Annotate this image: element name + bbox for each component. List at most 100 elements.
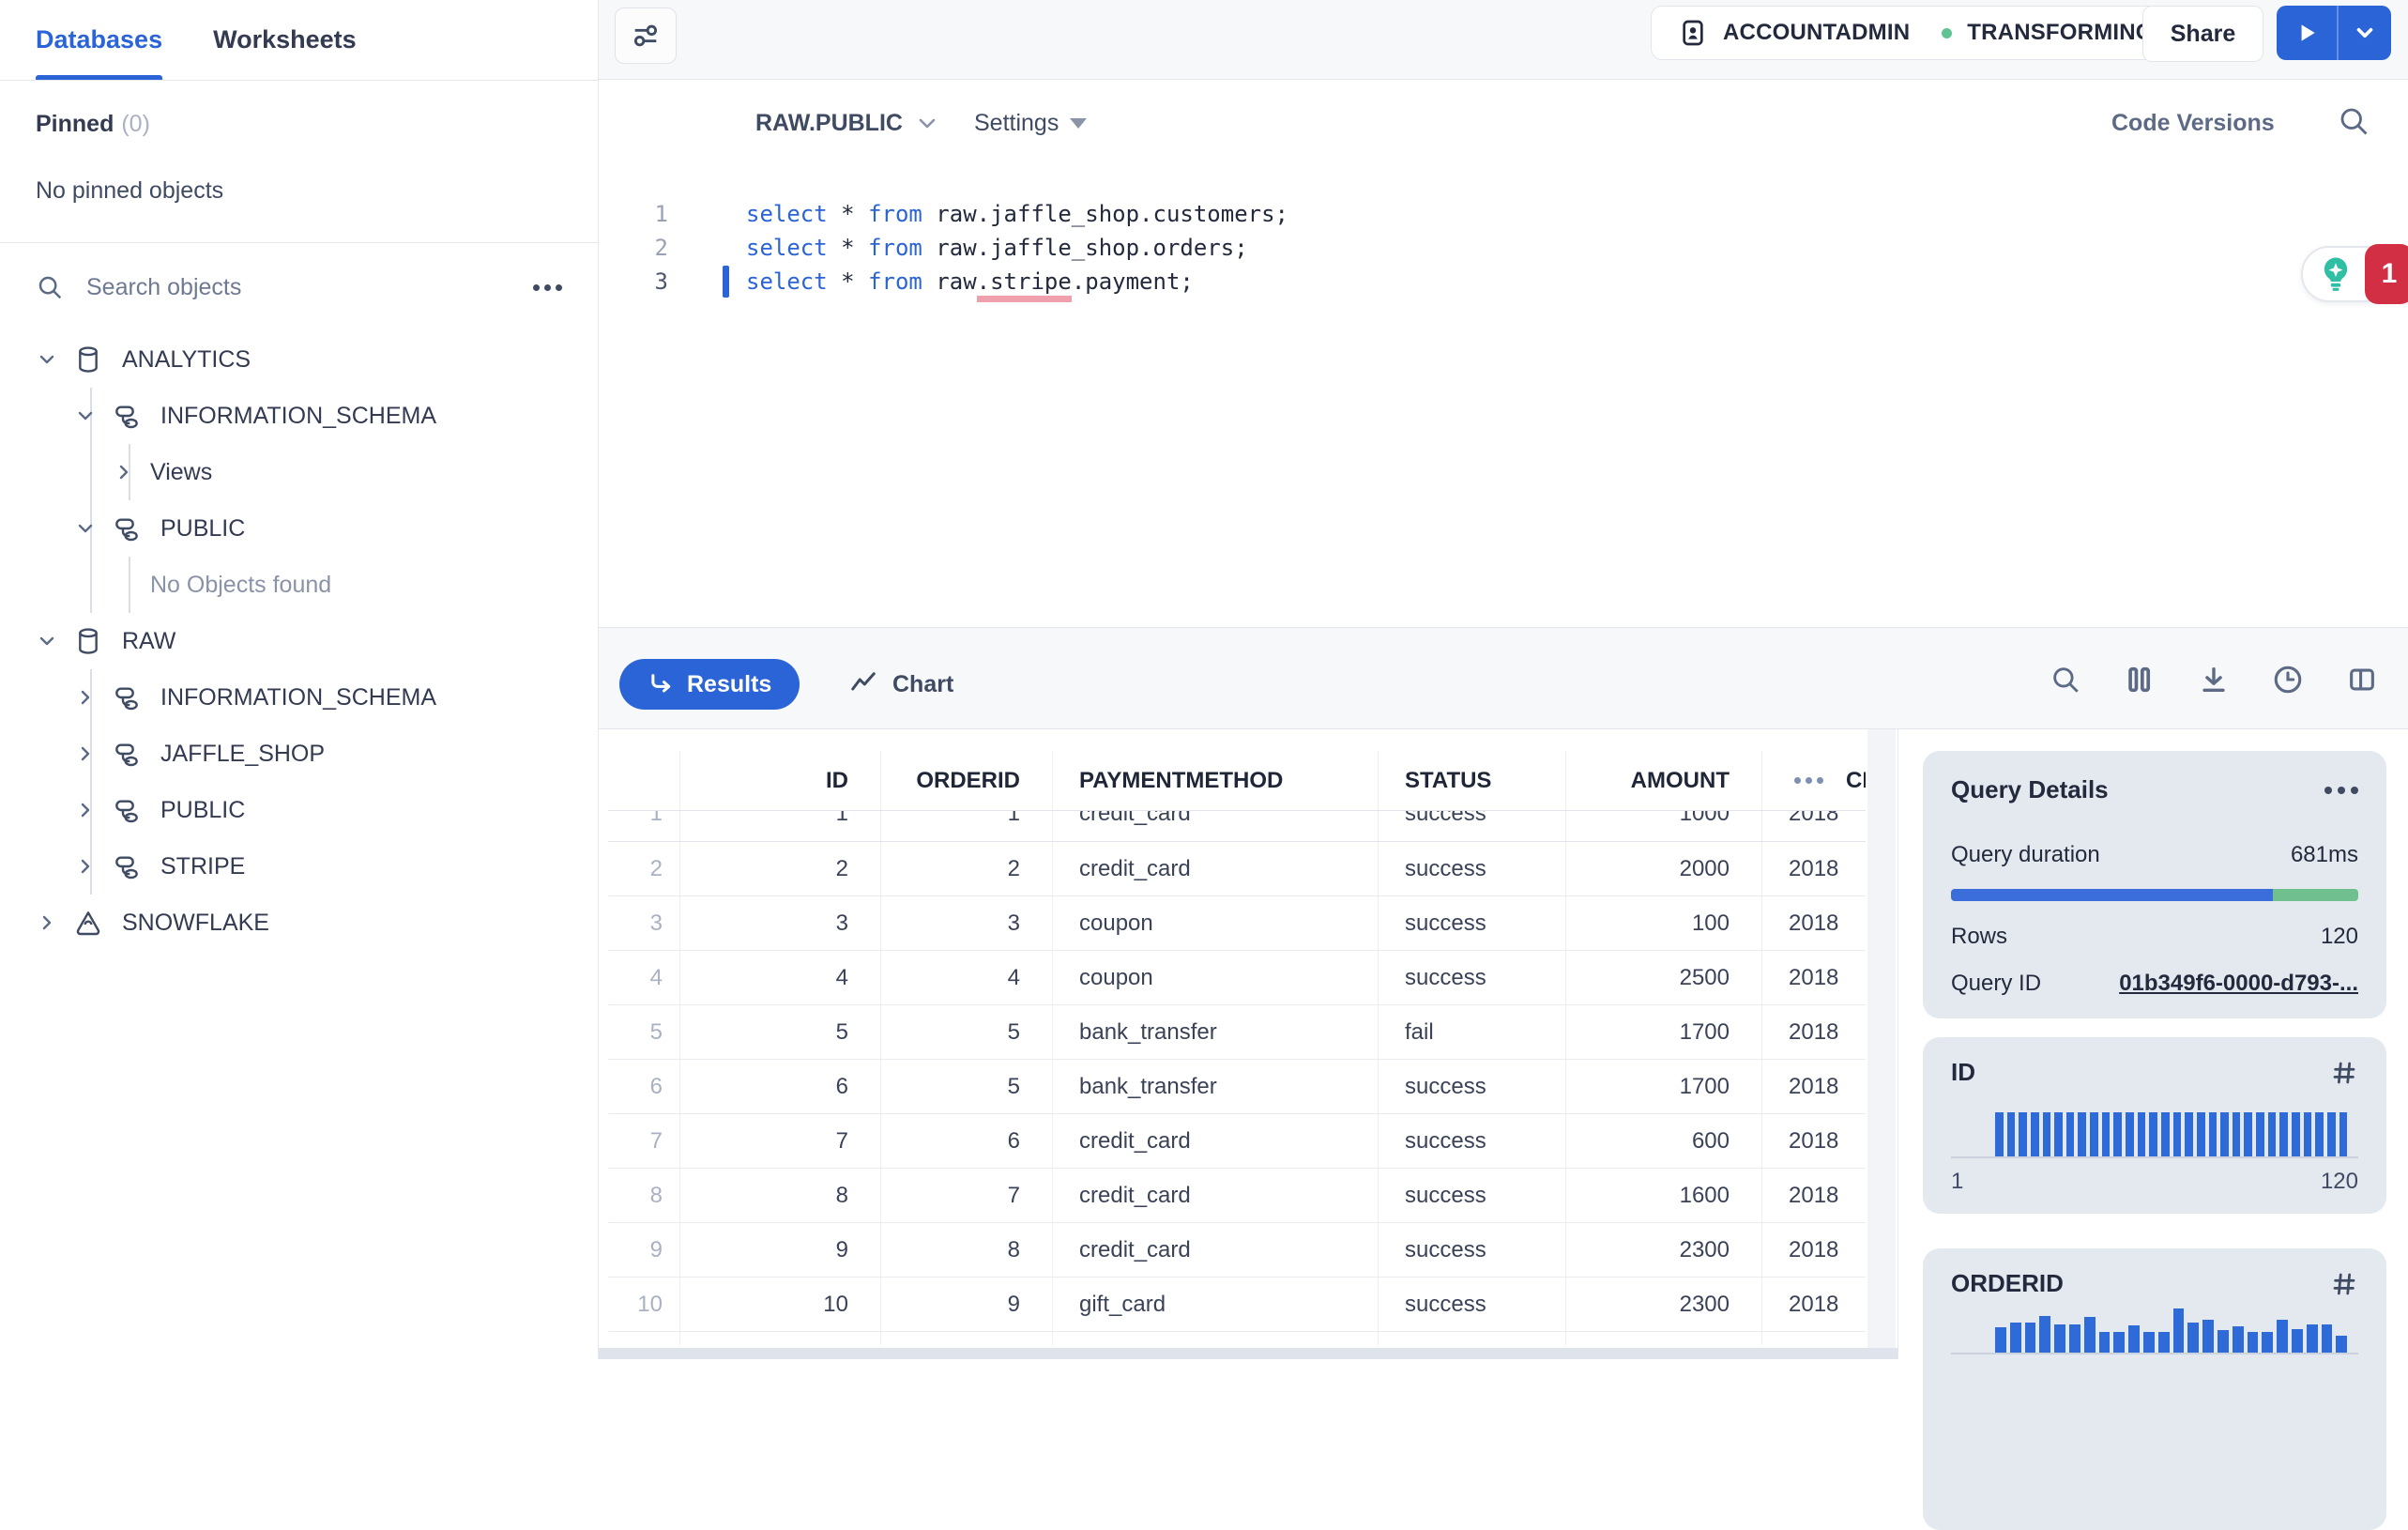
column-header-status[interactable]: STATUS xyxy=(1379,751,1566,810)
column-header-amount[interactable]: AMOUNT xyxy=(1566,751,1762,810)
cell-paymentmethod: coupon xyxy=(1053,896,1379,950)
tree-item-stripe[interactable]: STRIPE xyxy=(0,838,598,895)
role-label: ACCOUNTADMIN xyxy=(1723,20,1911,45)
chevron-down-icon xyxy=(916,112,938,134)
table-row-11[interactable] xyxy=(608,1332,1866,1345)
hash-icon[interactable] xyxy=(2330,1059,2358,1087)
download-icon[interactable] xyxy=(2198,664,2230,696)
column-card-id: ID 1 120 xyxy=(1923,1037,2386,1214)
tab-databases[interactable]: Databases xyxy=(36,0,163,80)
cell-amount: 1000 xyxy=(1566,811,1762,841)
histogram-bar xyxy=(2101,1112,2111,1157)
table-row-4[interactable]: 4 4 4 coupon success 2500 2018 xyxy=(608,951,1866,1005)
no-pinned-text: No pinned objects xyxy=(36,177,224,204)
settings-dropdown[interactable]: Settings xyxy=(974,80,1088,166)
split-panel-icon[interactable] xyxy=(2346,664,2378,696)
histogram-bar xyxy=(2098,1332,2111,1354)
code-line-3[interactable]: 3 select * from raw.stripe.payment; xyxy=(599,265,2408,302)
histogram-bar xyxy=(2326,1112,2336,1157)
table-row-partial-1[interactable]: 1 1 1 credit_card success 1000 2018 xyxy=(608,811,1866,842)
sql-editor[interactable]: 1 select * from raw.jaffle_shop.customers… xyxy=(599,166,2408,627)
histogram-bar xyxy=(2232,1326,2244,1354)
chevron-right-icon[interactable] xyxy=(74,742,112,765)
share-button[interactable]: Share xyxy=(2142,6,2263,62)
search-results-icon[interactable] xyxy=(2050,664,2081,696)
chevron-down-icon[interactable] xyxy=(36,630,73,652)
cell-orderid: 4 xyxy=(881,951,1053,1004)
cell-created: 2018 xyxy=(1789,1127,1839,1154)
column-header-id[interactable]: ID xyxy=(680,751,881,810)
search-icon xyxy=(36,273,64,301)
database-icon xyxy=(73,626,122,656)
tree-item-information-schema[interactable]: INFORMATION_SCHEMA xyxy=(0,388,598,444)
chart-tab-label: Chart xyxy=(892,670,954,697)
code-line-2[interactable]: 2 select * from raw.jaffle_shop.orders; xyxy=(599,231,2408,265)
histogram-bar xyxy=(2024,1323,2036,1354)
table-row-9[interactable]: 9 9 8 credit_card success 2300 2018 xyxy=(608,1223,1866,1278)
tree-item-raw[interactable]: RAW xyxy=(0,613,598,669)
column-menu-icon[interactable] xyxy=(1794,777,1823,784)
chevron-right-icon[interactable] xyxy=(74,686,112,709)
tree-item-public[interactable]: PUBLIC xyxy=(0,782,598,838)
query-id-link[interactable]: 01b349f6-0000-d793-... xyxy=(2119,971,2358,996)
histogram-bar xyxy=(2291,1329,2303,1354)
database-schema-selector[interactable]: RAW.PUBLIC xyxy=(755,80,938,166)
hash-icon[interactable] xyxy=(2330,1270,2358,1298)
chevron-right-icon[interactable] xyxy=(74,855,112,878)
orderid-histogram xyxy=(1995,1307,2348,1354)
chevron-down-icon[interactable] xyxy=(74,517,112,540)
horizontal-scrollbar[interactable] xyxy=(599,1348,1897,1359)
cell-amount: 1600 xyxy=(1566,1169,1762,1222)
vertical-scrollbar[interactable] xyxy=(1867,729,1896,1348)
tree-item-snowflake[interactable]: SNOWFLAKE xyxy=(0,895,598,951)
column-header-orderid[interactable]: ORDERID xyxy=(881,751,1053,810)
run-options-button[interactable] xyxy=(2337,6,2391,60)
table-row-5[interactable]: 5 5 5 bank_transfer fail 1700 2018 xyxy=(608,1005,1866,1060)
query-details-menu-icon[interactable] xyxy=(2324,781,2358,800)
results-table: IDORDERIDPAYMENTMETHODSTATUSAMOUNTCREATE… xyxy=(608,751,1866,1345)
table-row-6[interactable]: 6 6 5 bank_transfer success 1700 2018 xyxy=(608,1060,1866,1114)
code-line-1[interactable]: 1 select * from raw.jaffle_shop.customers… xyxy=(599,197,2408,231)
table-row-2[interactable]: 2 2 2 credit_card success 2000 2018 xyxy=(608,842,1866,896)
tree-item-jaffle-shop[interactable]: JAFFLE_SHOP xyxy=(0,726,598,782)
column-header-created[interactable]: CREATED xyxy=(1762,751,1866,810)
tab-results[interactable]: Results xyxy=(619,659,800,710)
histogram-bar xyxy=(2054,1324,2065,1354)
chevron-right-icon[interactable] xyxy=(74,799,112,821)
copilot-suggestion-button[interactable]: 1 xyxy=(2301,244,2408,304)
column-card-title: ORDERID xyxy=(1951,1269,2064,1297)
tree-item-public[interactable]: PUBLIC xyxy=(0,500,598,557)
chevron-right-icon[interactable] xyxy=(113,461,150,483)
tab-worksheets[interactable]: Worksheets xyxy=(213,25,357,54)
table-row-1[interactable]: 1 1 1 credit_card success 1000 2018 xyxy=(608,811,1866,841)
chevron-right-icon[interactable] xyxy=(36,911,73,934)
table-row-7[interactable]: 7 7 6 credit_card success 600 2018 xyxy=(608,1114,1866,1169)
chevron-down-icon[interactable] xyxy=(36,348,73,371)
tab-chart[interactable]: Chart xyxy=(849,659,953,710)
query-history-icon[interactable] xyxy=(2272,664,2304,696)
filters-button[interactable] xyxy=(615,8,677,64)
columns-icon[interactable] xyxy=(2124,664,2156,696)
tree-item-information-schema[interactable]: INFORMATION_SCHEMA xyxy=(0,669,598,726)
search-objects-input[interactable] xyxy=(84,272,512,302)
cell-created xyxy=(1762,1332,1866,1345)
session-context-button[interactable]: ACCOUNTADMIN TRANSFORMING xyxy=(1651,6,2181,60)
cell-paymentmethod: credit_card xyxy=(1053,1169,1379,1222)
tree-item-no-objects-found[interactable]: No Objects found xyxy=(0,557,598,613)
cell-status: success xyxy=(1379,842,1566,895)
sidebar-ellipsis-icon[interactable] xyxy=(533,279,562,297)
cell-amount: 2300 xyxy=(1566,1278,1762,1331)
editor-search-icon[interactable] xyxy=(2337,104,2370,138)
chevron-down-icon[interactable] xyxy=(74,405,112,427)
histogram-baseline xyxy=(1951,1353,2358,1354)
tree-item-analytics[interactable]: ANALYTICS xyxy=(0,331,598,388)
column-header-paymentmethod[interactable]: PAYMENTMETHOD xyxy=(1053,751,1379,810)
histogram-bar xyxy=(2172,1308,2185,1354)
tree-item-views[interactable]: Views xyxy=(0,444,598,500)
worksheet-topbar: ACCOUNTADMIN TRANSFORMING Share xyxy=(599,0,2408,80)
table-row-8[interactable]: 8 8 7 credit_card success 1600 2018 xyxy=(608,1169,1866,1223)
table-row-3[interactable]: 3 3 3 coupon success 100 2018 xyxy=(608,896,1866,951)
code-versions-button[interactable]: Code Versions xyxy=(2111,109,2275,136)
run-button[interactable] xyxy=(2277,6,2337,60)
table-row-10[interactable]: 10 10 9 gift_card success 2300 2018 xyxy=(608,1278,1866,1332)
